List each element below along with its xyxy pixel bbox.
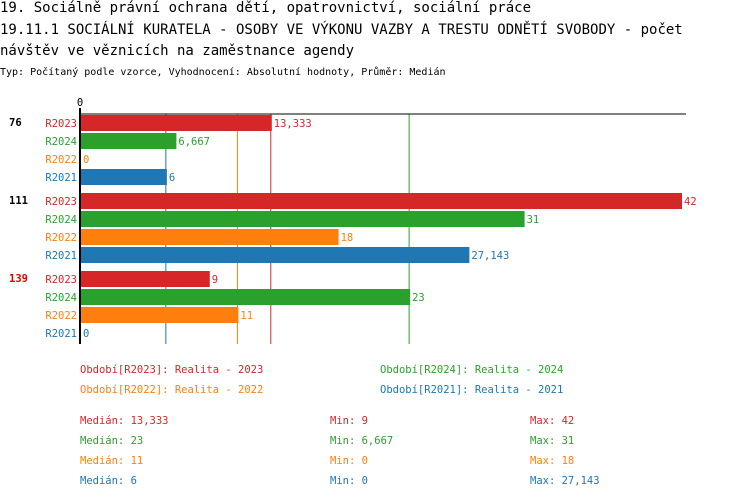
stat-median: Medián: 13,333: [80, 415, 169, 427]
legend-item: Období[R2021]: Realita - 2021: [380, 384, 563, 396]
series-label: R2022: [45, 310, 77, 322]
data-label: 23: [412, 292, 425, 304]
series-label: R2024: [45, 136, 77, 148]
series-label: R2021: [45, 172, 77, 184]
chart-info: Typ: Počítaný podle vzorce, Vyhodnocení:…: [0, 67, 446, 78]
bar: [81, 193, 682, 209]
series-label: R2021: [45, 250, 77, 262]
series-label: R2023: [45, 118, 77, 130]
bar: [81, 115, 272, 131]
data-label: 9: [212, 274, 218, 286]
data-label: 31: [527, 214, 540, 226]
stat-median: Medián: 23: [80, 435, 143, 447]
category-label: 111: [9, 195, 28, 207]
legend-item: Období[R2022]: Realita - 2022: [80, 384, 263, 396]
stat-min: Min: 6,667: [330, 435, 393, 447]
legend-item: Období[R2024]: Realita - 2024: [380, 364, 563, 376]
x-tick-label: 0: [77, 97, 83, 109]
stat-max: Max: 18: [530, 455, 574, 467]
stat-min: Min: 9: [330, 415, 368, 427]
bar: [81, 307, 239, 323]
data-label: 13,333: [274, 118, 312, 130]
data-label: 6: [169, 172, 175, 184]
chart-subtitle-line1: 19.11.1 SOCIÁLNÍ KURATELA - OSOBY VE VÝK…: [0, 22, 683, 38]
data-label: 6,667: [178, 136, 210, 148]
series-label: R2023: [45, 196, 77, 208]
chart-subtitle-line2: návštěv ve věznicích na zaměstnance agen…: [0, 43, 355, 59]
stat-min: Min: 0: [330, 455, 368, 467]
data-label: 18: [341, 232, 354, 244]
bar: [81, 211, 525, 227]
series-label: R2022: [45, 232, 77, 244]
bar: [81, 169, 167, 185]
page-title: 19. Sociálně právní ochrana dětí, opatro…: [0, 0, 532, 16]
bar: [81, 229, 339, 245]
bar: [81, 289, 411, 305]
series-label: R2021: [45, 328, 77, 340]
series-label: R2023: [45, 274, 77, 286]
data-label: 27,143: [471, 250, 509, 262]
series-label: R2024: [45, 214, 77, 226]
bar: [81, 247, 470, 263]
bar: [81, 133, 177, 149]
category-label: 76: [9, 117, 22, 129]
data-label: 0: [83, 154, 89, 166]
stat-max: Max: 27,143: [530, 475, 600, 487]
bar: [81, 271, 210, 287]
data-label: 11: [240, 310, 253, 322]
data-label: 0: [83, 328, 89, 340]
category-label: 139: [9, 273, 28, 285]
series-label: R2022: [45, 154, 77, 166]
series-label: R2024: [45, 292, 77, 304]
stat-max: Max: 31: [530, 435, 574, 447]
legend-item: Období[R2023]: Realita - 2023: [80, 364, 263, 376]
stat-min: Min: 0: [330, 475, 368, 487]
stat-median: Medián: 6: [80, 475, 137, 487]
data-label: 42: [684, 196, 697, 208]
stat-max: Max: 42: [530, 415, 574, 427]
stat-median: Medián: 11: [80, 455, 143, 467]
